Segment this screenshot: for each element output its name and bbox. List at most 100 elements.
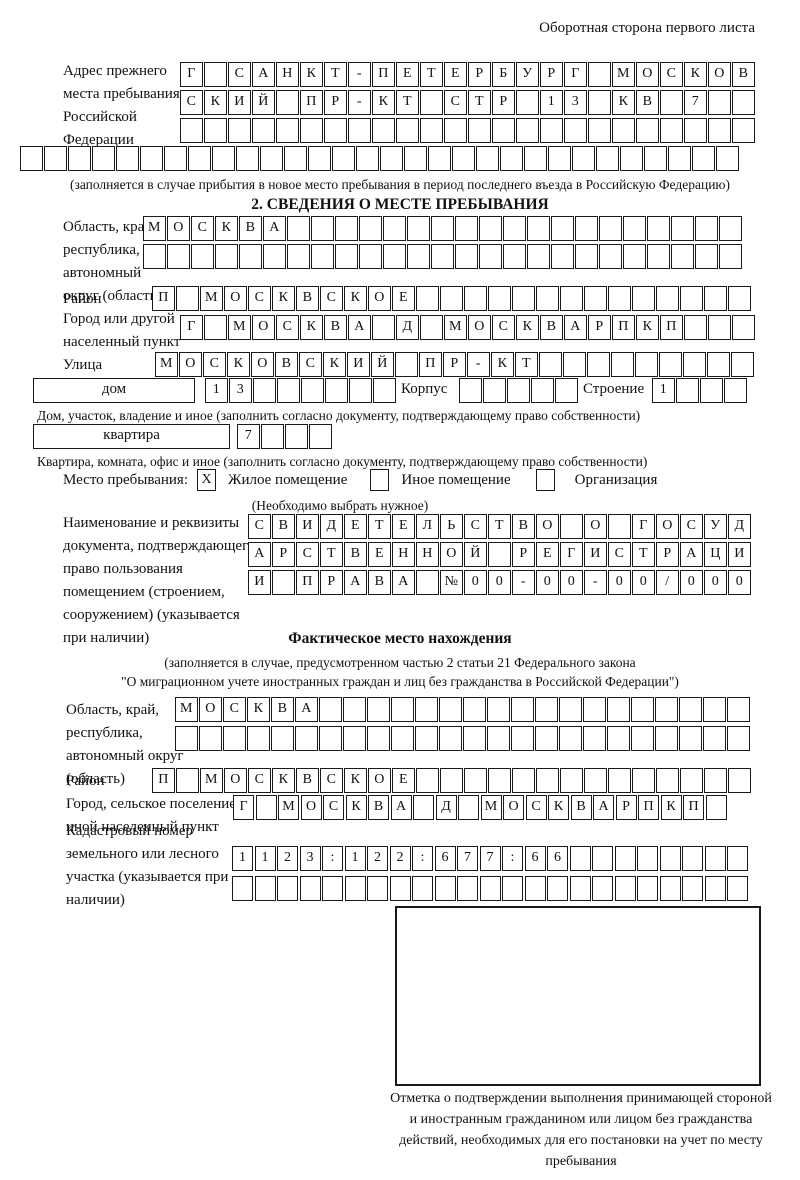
char-cell: Р (540, 62, 563, 87)
cadastral-row-2 (232, 876, 750, 901)
char-cell (596, 146, 619, 171)
char-cell (584, 286, 607, 311)
char-cell: К (215, 216, 238, 241)
char-cell (728, 768, 751, 793)
char-cell: К (344, 286, 367, 311)
char-cell (407, 244, 430, 269)
char-cell: К (612, 90, 635, 115)
char-cell (380, 146, 403, 171)
char-cell (254, 876, 276, 901)
char-cell: К (372, 90, 395, 115)
char-cell: Н (416, 542, 439, 567)
char-cell (559, 726, 582, 751)
char-cell (559, 697, 582, 722)
char-cell (383, 244, 406, 269)
char-cell: А (252, 62, 275, 87)
char-cell (516, 118, 539, 143)
char-cell (416, 768, 439, 793)
char-cell (463, 726, 486, 751)
char-cell: 2 (367, 846, 388, 871)
char-cell (655, 697, 678, 722)
char-cell: С (525, 795, 547, 820)
char-cell (204, 315, 227, 340)
char-cell (301, 378, 324, 403)
char-cell (548, 146, 571, 171)
char-cell (588, 62, 611, 87)
char-cell: : (322, 846, 343, 871)
char-cell (253, 378, 276, 403)
char-cell: Р (320, 570, 343, 595)
char-cell: Л (416, 514, 439, 539)
char-cell (455, 216, 478, 241)
char-cell (716, 146, 739, 171)
char-cell (232, 876, 253, 901)
char-cell (560, 286, 583, 311)
char-cell (247, 726, 270, 751)
char-cell: К (272, 286, 295, 311)
char-cell (391, 726, 414, 751)
char-cell: С (464, 514, 487, 539)
char-cell: С (444, 90, 467, 115)
char-cell (416, 286, 439, 311)
checkbox-residential-label: Жилое помещение (228, 471, 348, 488)
char-cell (632, 768, 655, 793)
char-cell (680, 286, 703, 311)
char-cell (463, 697, 486, 722)
char-cell: Г (180, 62, 203, 87)
char-cell (176, 768, 199, 793)
char-cell: А (248, 542, 271, 567)
char-cell: К (660, 795, 682, 820)
char-cell (468, 118, 491, 143)
char-cell (583, 697, 606, 722)
char-cell: Г (564, 62, 587, 87)
house-label-box: дом (33, 378, 195, 403)
char-cell: Т (632, 542, 655, 567)
char-cell: С (320, 768, 343, 793)
char-cell: О (656, 514, 679, 539)
char-cell: У (704, 514, 727, 539)
actual-location-title: Фактическое место нахождения (288, 630, 512, 647)
char-cell: Т (515, 352, 538, 377)
char-cell (420, 118, 443, 143)
char-cell: Г (233, 795, 254, 820)
char-cell: М (612, 62, 635, 87)
char-cell (692, 146, 715, 171)
char-cell (592, 846, 613, 871)
char-cell (415, 697, 438, 722)
char-cell: В (732, 62, 755, 87)
char-cell (611, 352, 634, 377)
char-cell: - (584, 570, 607, 595)
checkbox-other-premises-label: Иное помещение (401, 471, 511, 488)
char-cell: Е (344, 514, 367, 539)
char-cell (431, 244, 454, 269)
confirmation-stamp-caption: Отметка о подтверждении выполнения прини… (390, 1091, 772, 1169)
char-cell (311, 216, 334, 241)
char-cell (420, 90, 443, 115)
char-cell (488, 542, 511, 567)
char-cell (487, 697, 510, 722)
char-cell: С (248, 286, 271, 311)
char-cell: - (512, 570, 535, 595)
char-cell (413, 795, 434, 820)
char-cell: С (680, 514, 703, 539)
char-cell: Д (320, 514, 343, 539)
char-cell (623, 244, 646, 269)
char-cell: Б (492, 62, 515, 87)
char-cell: К (300, 315, 323, 340)
char-cell (458, 795, 479, 820)
char-cell: П (638, 795, 659, 820)
actual-region-label: Область, край, республика, автономный ок… (66, 702, 184, 787)
char-cell (464, 768, 487, 793)
cadastral-label: Кадастровый номер земельного или лесного… (66, 823, 229, 908)
char-cell (287, 216, 310, 241)
char-cell (599, 244, 622, 269)
char-cell (167, 244, 190, 269)
char-cell (588, 90, 611, 115)
char-cell: М (200, 768, 223, 793)
char-cell (325, 378, 348, 403)
district-label: Район (63, 291, 102, 307)
char-cell: О (708, 62, 731, 87)
char-cell (412, 876, 433, 901)
